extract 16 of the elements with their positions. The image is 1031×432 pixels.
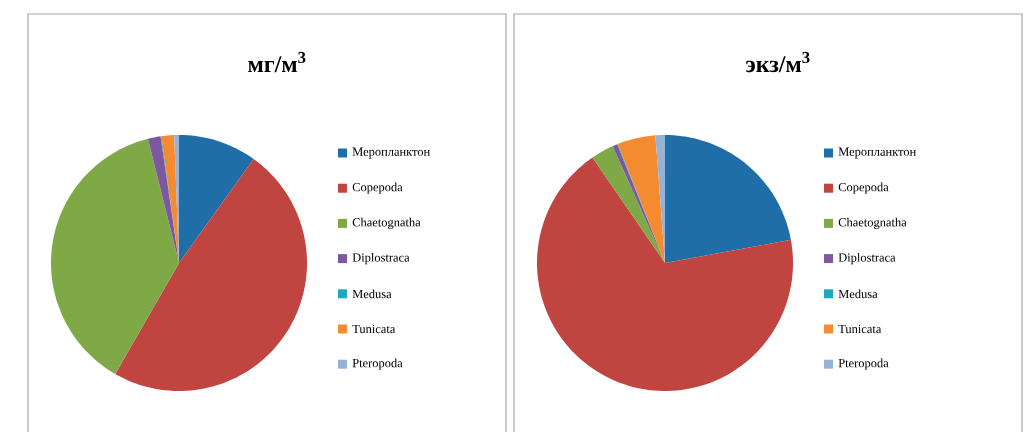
chart-title: мг/м$^{3}$ — [248, 51, 306, 73]
legend-label: Copepoda — [352, 182, 403, 194]
legend-label: Chaetognatha — [352, 217, 421, 230]
legend-label: Tunicata — [838, 324, 882, 334]
legend-label: Diplostraca — [352, 252, 410, 265]
legend-label: Copepoda — [838, 182, 889, 194]
legend-label: Pteropoda — [352, 358, 403, 370]
legend-label: Меропланктон — [838, 147, 916, 159]
legend-label: Medusa — [838, 289, 878, 299]
legend-label: Меропланктон — [352, 147, 430, 159]
legend-label: Diplostraca — [838, 252, 896, 265]
chart-title: экз/м$^{3}$ — [746, 51, 810, 73]
legend-label: Tunicata — [352, 324, 396, 334]
legend-label: Medusa — [352, 289, 392, 299]
legend-label: Chaetognatha — [838, 217, 907, 230]
legend-label: Pteropoda — [838, 358, 889, 370]
